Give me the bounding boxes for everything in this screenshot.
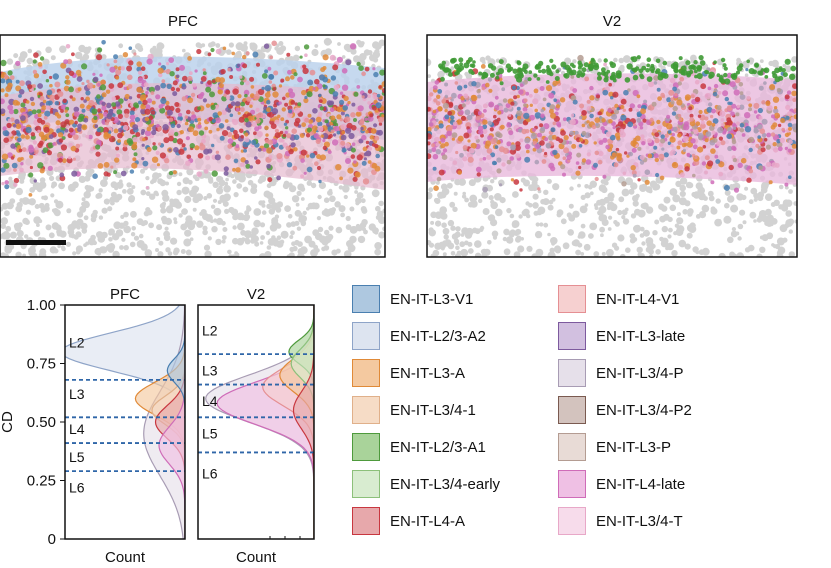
layer-label: L5 [69, 449, 85, 465]
legend-item: EN-IT-L4-V1 [558, 285, 679, 313]
legend-item: EN-IT-L3/4-P2 [558, 396, 692, 424]
layer-label: L2 [202, 323, 218, 339]
density-panel-title-v2: V2 [247, 286, 265, 303]
legend-swatch [558, 470, 586, 498]
legend-item: EN-IT-L3-A [352, 359, 465, 387]
legend-label: EN-IT-L3/4-1 [390, 401, 476, 419]
legend-label: EN-IT-L3/4-P2 [596, 401, 692, 419]
legend-label: EN-IT-L3-P [596, 438, 672, 456]
y-axis: 1.00 0.75 0.50 0.25 0 [27, 297, 65, 548]
legend-label: EN-IT-L4-V1 [596, 290, 680, 308]
layer-label: L3 [69, 386, 85, 402]
legend-label: EN-IT-L3/4-early [390, 475, 501, 493]
legend-swatch [558, 285, 586, 313]
legend-label: EN-IT-L2/3-A2 [390, 327, 486, 345]
y-tick-label: 0.25 [27, 473, 56, 490]
legend-item: EN-IT-L3-P [558, 433, 671, 461]
density-panel-v2: V2 L2 L3 L4 L5 L6 Count [197, 286, 315, 566]
legend-swatch [352, 359, 380, 387]
legend-label: EN-IT-L3-late [596, 327, 686, 345]
layer-label: L5 [202, 426, 218, 442]
legend-item: EN-IT-L3-V1 [352, 285, 473, 313]
legend: EN-IT-L3-V1 EN-IT-L2/3-A2 EN-IT-L3-A EN-… [352, 285, 822, 545]
layer-label: L4 [202, 393, 218, 409]
legend-swatch [558, 433, 586, 461]
scale-bar [6, 240, 66, 245]
legend-label: EN-IT-L4-late [596, 475, 686, 493]
legend-item: EN-IT-L4-A [352, 507, 465, 535]
legend-item: EN-IT-L3-late [558, 322, 685, 350]
density-panel-pfc: PFC L2 L3 L4 L5 L6 Count [64, 286, 186, 566]
spatial-map-pfc [0, 35, 385, 257]
legend-label: EN-IT-L3-A [390, 364, 466, 382]
legend-item: EN-IT-L3/4-1 [352, 396, 476, 424]
legend-swatch [558, 322, 586, 350]
legend-item: EN-IT-L3/4-P [558, 359, 684, 387]
legend-label: EN-IT-L3/4-T [596, 512, 683, 530]
top-panel-title-pfc: PFC [168, 13, 198, 30]
y-tick-label: 1.00 [27, 297, 56, 314]
layer-label: L2 [69, 334, 85, 350]
legend-swatch [352, 433, 380, 461]
legend-swatch [352, 507, 380, 535]
legend-item: EN-IT-L3/4-T [558, 507, 683, 535]
density-area [290, 305, 314, 539]
y-tick-label: 0.75 [27, 356, 56, 373]
layer-label: L4 [69, 421, 85, 437]
legend-swatch [352, 285, 380, 313]
legend-item: EN-IT-L2/3-A2 [352, 322, 486, 350]
density-area [154, 305, 185, 539]
legend-swatch [352, 322, 380, 350]
legend-label: EN-IT-L3/4-P [596, 364, 684, 382]
top-panel-title-v2: V2 [603, 13, 621, 30]
legend-swatch [558, 507, 586, 535]
xlabel-pfc: Count [105, 549, 146, 566]
legend-label: EN-IT-L3-V1 [390, 290, 474, 308]
legend-label: EN-IT-L2/3-A1 [390, 438, 486, 456]
legend-label: EN-IT-L4-A [390, 512, 466, 530]
legend-item: EN-IT-L4-late [558, 470, 685, 498]
xlabel-v2: Count [236, 549, 277, 566]
legend-swatch [352, 396, 380, 424]
layer-label: L6 [202, 465, 218, 481]
legend-swatch [558, 396, 586, 424]
y-tick-label: 0.50 [27, 414, 56, 431]
layer-label: L3 [202, 363, 218, 379]
chart-ylabel: CD [0, 411, 16, 433]
legend-swatch [558, 359, 586, 387]
density-panel-title-pfc: PFC [110, 286, 140, 303]
density-area [292, 305, 314, 539]
legend-item: EN-IT-L2/3-A1 [352, 433, 486, 461]
layer-label: L6 [69, 480, 85, 496]
legend-swatch [352, 470, 380, 498]
y-tick-label: 0 [48, 531, 56, 548]
density-area [166, 305, 185, 539]
legend-item: EN-IT-L3/4-early [352, 470, 500, 498]
spatial-map-v2 [427, 35, 797, 257]
